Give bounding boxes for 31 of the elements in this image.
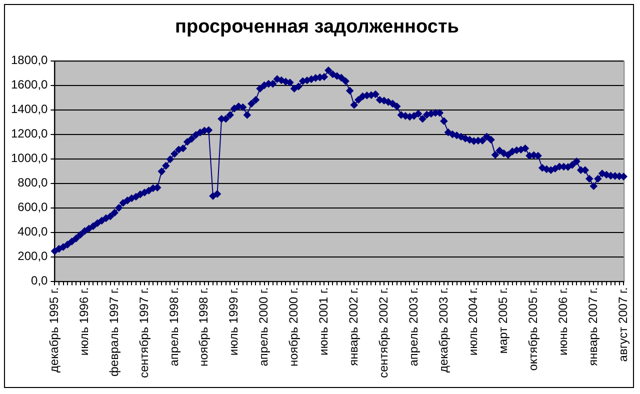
x-tick-label: ноябрь 1998 г.: [196, 287, 211, 367]
x-tick-label: октябрь 2005 г.: [526, 287, 540, 371]
x-tick-label: декабрь 2003 г.: [436, 287, 450, 373]
y-tick-label: 1400,0: [11, 102, 48, 116]
x-tick-label: апрель 1998 г.: [166, 287, 181, 366]
x-tick-label: ноябрь 2000 г.: [286, 287, 301, 367]
y-tick-label: 1200,0: [11, 126, 48, 141]
x-tick-label: июнь 2006 г.: [556, 287, 570, 356]
x-tick-label: апрель 2003 г.: [406, 287, 420, 366]
x-tick-label: апрель 2000 г.: [256, 287, 271, 366]
x-tick-label: июль 1996 г.: [76, 287, 91, 356]
y-tick-label: 400,0: [18, 224, 48, 239]
y-tick-label: 0,0: [31, 274, 48, 288]
x-tick-label: июнь 2001 г.: [316, 287, 330, 356]
x-tick-label: август 2007 г.: [616, 287, 630, 362]
x-tick-label: январь 2002 г.: [346, 287, 360, 366]
y-tick-label: 1800,0: [11, 53, 48, 68]
y-tick-label: 800,0: [18, 176, 48, 190]
x-tick-label: декабрь 1995 г.: [47, 287, 62, 373]
y-tick-label: 200,0: [18, 249, 48, 264]
x-tick-label: сентябрь 2002 г.: [376, 287, 390, 378]
y-tick-label: 1000,0: [11, 151, 48, 166]
y-tick-label: 1600,0: [11, 78, 48, 92]
x-tick-label: март 2005 г.: [496, 287, 510, 354]
y-tick-label: 600,0: [18, 200, 48, 214]
chart-title: просроченная задолженность: [175, 16, 459, 38]
x-tick-label: сентябрь 1997 г.: [136, 287, 151, 378]
x-tick-label: июль 1999 г.: [226, 287, 241, 356]
x-tick-label: июль 2004 г.: [466, 287, 480, 356]
x-tick-label: февраль 1997 г.: [106, 287, 121, 376]
x-tick-label: январь 2007 г.: [586, 287, 600, 366]
